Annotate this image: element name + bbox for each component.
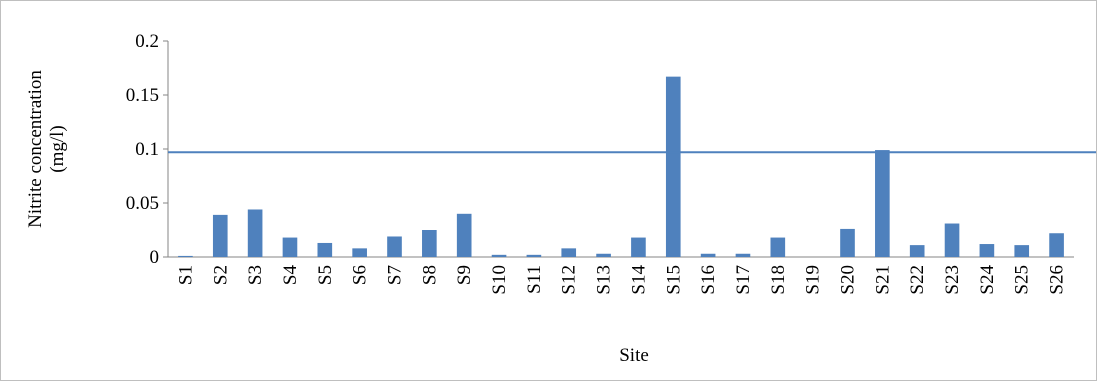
x-tick-label: S9	[454, 265, 475, 285]
bar-S15	[665, 76, 681, 257]
x-tick-label: S20	[838, 265, 859, 295]
bars	[178, 76, 1064, 257]
y-axis-label: Nitrite concentration (mg/l)	[25, 70, 68, 228]
x-tick-label: S21	[872, 265, 893, 295]
bar-S6	[352, 248, 367, 257]
bar-S5	[317, 242, 333, 257]
bar-S22	[909, 245, 925, 257]
bar-S20	[840, 228, 855, 257]
bar-S26	[1049, 233, 1064, 257]
x-tick-label: S26	[1047, 265, 1068, 295]
x-tick-label: S19	[803, 265, 824, 295]
x-tick-label: S7	[385, 265, 406, 285]
bar-S4	[282, 237, 298, 257]
y-tick-label: 0.05	[126, 193, 159, 214]
bar-S12	[561, 248, 577, 257]
bar-S14	[631, 237, 646, 257]
bar-S11	[526, 254, 542, 257]
bar-S17	[735, 253, 751, 257]
x-ticks: S1 S2 S3 S4 S5 S6 S7 S8 S9 S10 S11 S12 S13 S14 S15 S16 S…	[175, 265, 1067, 295]
y-tick-label: 0.1	[135, 139, 159, 160]
y-tick-label: 0	[150, 247, 160, 268]
x-tick-label: S15	[663, 265, 684, 295]
bar-S1	[178, 255, 193, 257]
x-tick-label: S14	[628, 265, 649, 295]
bar-S3	[247, 209, 263, 257]
x-tick-label: S24	[977, 265, 998, 295]
x-tick-label: S3	[245, 265, 266, 285]
bar-S7	[387, 236, 402, 257]
x-tick-label: S22	[907, 265, 928, 295]
x-tick-label: S13	[594, 265, 615, 295]
x-tick-label: S5	[315, 265, 336, 285]
y-axis-label-line2: (mg/l)	[47, 125, 68, 173]
x-tick-label: S10	[489, 265, 510, 295]
x-tick-label: S18	[768, 265, 789, 295]
x-tick-label: S4	[280, 265, 301, 286]
bar-S13	[596, 253, 611, 257]
x-tick-label: S25	[1012, 265, 1033, 295]
x-tick-label: S12	[559, 265, 580, 295]
x-tick-label: S2	[210, 265, 231, 285]
bar-S10	[491, 254, 507, 257]
bar-S23	[944, 223, 960, 257]
x-tick-label: S17	[733, 265, 754, 295]
bar-S24	[979, 244, 995, 257]
bar-S25	[1014, 245, 1030, 257]
x-axis-label: Site	[619, 345, 649, 366]
x-tick-label: S6	[350, 265, 371, 285]
bar-S21	[875, 150, 890, 257]
y-ticks: 0 0.05 0.1 0.15 0.2	[126, 31, 168, 268]
y-axis-label-line1: Nitrite concentration	[25, 70, 46, 228]
y-tick-label: 0.2	[135, 31, 159, 52]
x-tick-label: S8	[419, 265, 440, 285]
x-tick-label: S16	[698, 265, 719, 295]
x-tick-label: S11	[524, 265, 545, 294]
bar-S18	[770, 237, 786, 257]
bar-S9	[456, 213, 472, 257]
x-tick-label: S23	[942, 265, 963, 295]
bar-S16	[700, 253, 716, 257]
bar-S2	[212, 214, 228, 257]
x-tick-label: S1	[175, 265, 196, 285]
bar-S8	[422, 230, 437, 257]
y-tick-label: 0.15	[126, 85, 159, 106]
